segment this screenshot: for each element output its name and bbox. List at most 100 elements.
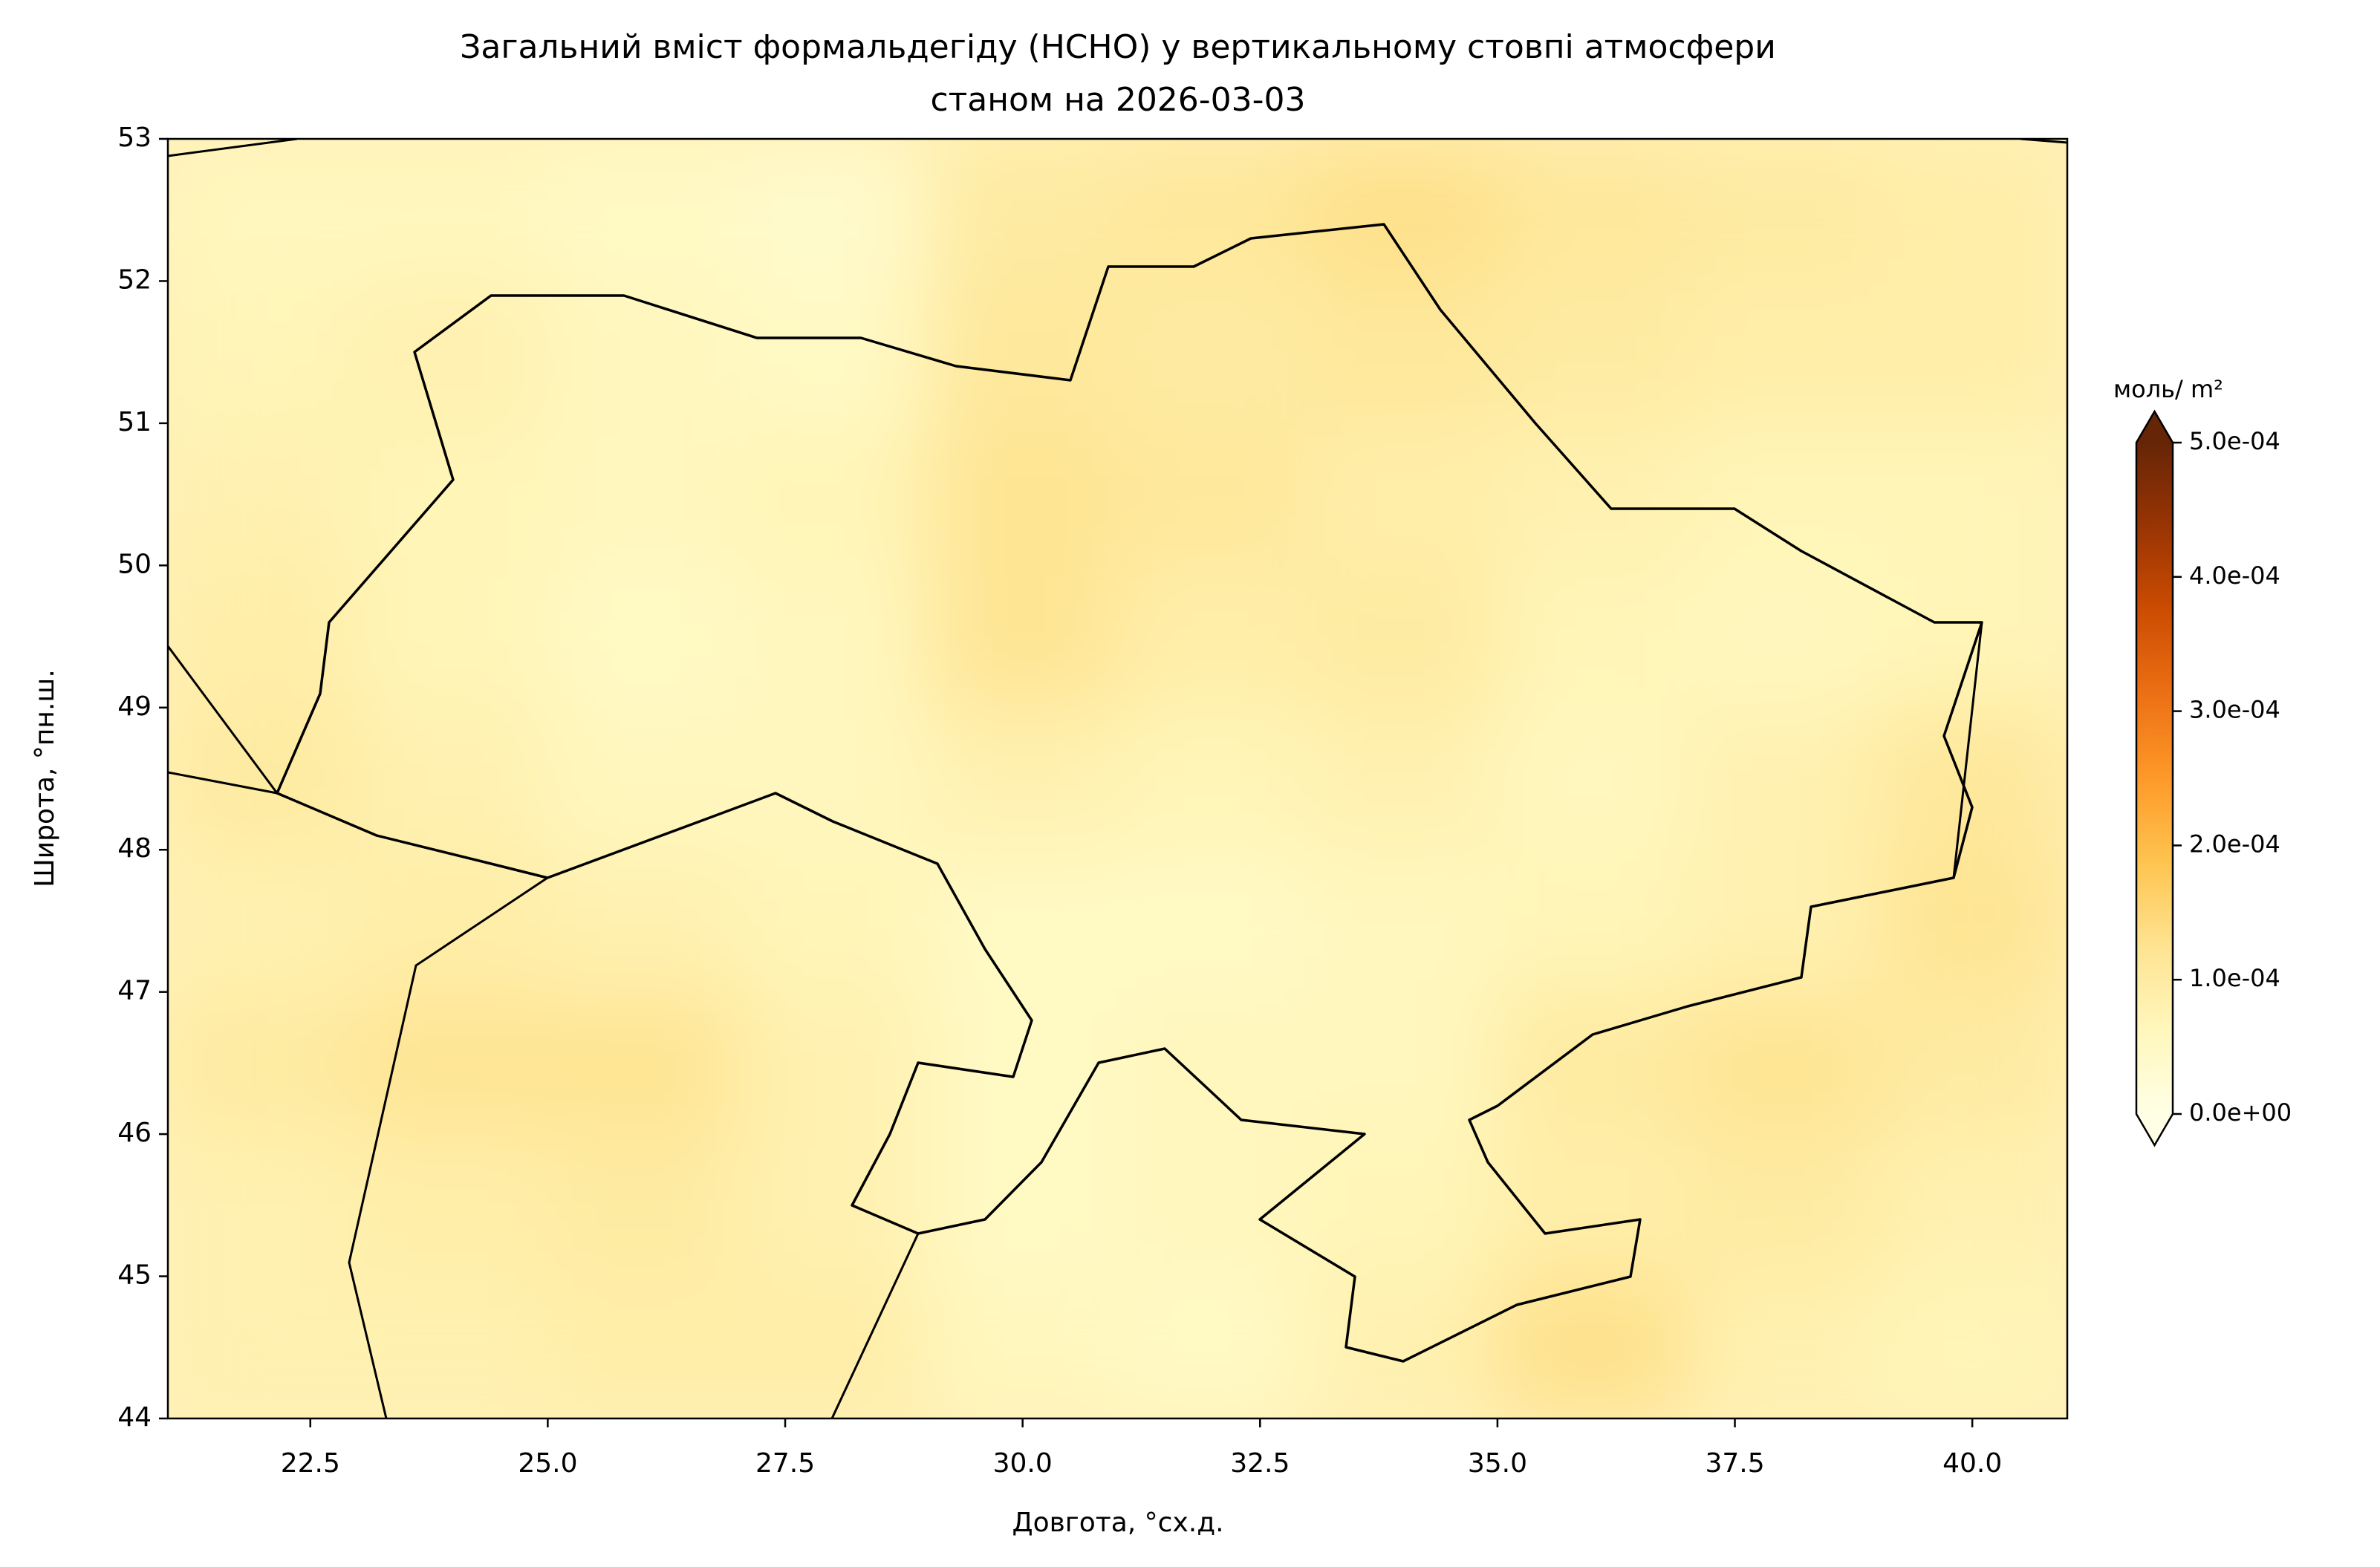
field-cell — [1686, 991, 1879, 1136]
field-cell — [357, 1275, 549, 1418]
field-cell — [1116, 1275, 1309, 1418]
field-cell — [1116, 991, 1309, 1136]
neighbor-border — [348, 876, 548, 1418]
field-cell — [1686, 1133, 1879, 1277]
y-tick-label: 51 — [117, 407, 152, 437]
colorbar-tick-label: 5.0e-04 — [2189, 427, 2280, 455]
field-cell — [1307, 1133, 1498, 1277]
y-tick-label: 49 — [117, 691, 152, 722]
field-cell — [1116, 1133, 1309, 1277]
colorbar-tick-label: 1.0e-04 — [2189, 964, 2280, 992]
neighbor-border — [830, 1233, 920, 1418]
field-cell — [547, 849, 739, 993]
y-tick-label: 46 — [117, 1118, 152, 1148]
colorbar-label: моль/ m² — [2113, 375, 2223, 403]
field-cell — [926, 280, 1119, 424]
chart-subtitle: станом на 2026-03-03 — [930, 81, 1305, 119]
x-tick-label: 32.5 — [1230, 1448, 1290, 1479]
field-cell — [357, 849, 549, 993]
y-axis-label: Широта, °пн.ш. — [30, 669, 60, 887]
x-tick-label: 30.0 — [993, 1448, 1053, 1479]
field-cell — [926, 139, 1119, 282]
field-cell — [1876, 564, 2067, 708]
field-cell — [1307, 422, 1498, 567]
field-cell — [1686, 849, 1879, 993]
field-cell — [926, 1133, 1119, 1277]
x-tick-label: 40.0 — [1942, 1448, 2002, 1479]
field-cell — [168, 1275, 359, 1418]
y-tick-label: 50 — [117, 549, 152, 579]
colorbar-tick-label: 0.0e+00 — [2189, 1098, 2292, 1127]
field-cell — [1496, 139, 1688, 282]
field-cell — [1686, 139, 1879, 282]
country-border — [276, 223, 1983, 1363]
field-cell — [168, 1133, 359, 1277]
field-cell — [547, 1133, 739, 1277]
field-cell — [1116, 139, 1309, 282]
field-cell — [1496, 991, 1688, 1136]
field-cell — [926, 1275, 1119, 1418]
y-tick-label: 47 — [117, 976, 152, 1006]
field — [168, 139, 2067, 1418]
field-cell — [1496, 422, 1688, 567]
field-cell — [926, 849, 1119, 993]
field-cell — [926, 706, 1119, 851]
colorbar-tick-label: 2.0e-04 — [2189, 830, 2280, 858]
field-cell — [1876, 706, 2067, 851]
field-cell — [1876, 422, 2067, 567]
field-cell — [1876, 280, 2067, 424]
field-cell — [1496, 1133, 1688, 1277]
y-tick-label: 53 — [117, 123, 152, 153]
field-cell — [1876, 1133, 2067, 1277]
field-cell — [357, 1133, 549, 1277]
field-cell — [547, 139, 739, 282]
colorbar-tick-label: 4.0e-04 — [2189, 561, 2280, 590]
field-cell — [1876, 991, 2067, 1136]
x-tick-label: 37.5 — [1705, 1448, 1764, 1479]
field-cell — [547, 706, 739, 851]
field-cell — [547, 991, 739, 1136]
colorbar-extend-max — [2136, 411, 2173, 443]
y-tick-label: 44 — [117, 1402, 152, 1433]
field-cell — [1496, 849, 1688, 993]
field-cell — [1307, 849, 1498, 993]
field-cell — [1686, 1275, 1879, 1418]
field-cell — [1307, 706, 1498, 851]
field-cell — [1116, 706, 1309, 851]
plot-frame — [166, 137, 2069, 1420]
chart-title: Загальний вміст формальдегіду (HCHO) у в… — [460, 28, 1776, 66]
field-cell — [1116, 422, 1309, 567]
field-cell — [737, 991, 929, 1136]
field-cell — [737, 1275, 929, 1418]
x-tick-label: 22.5 — [281, 1448, 340, 1479]
y-tick-label: 48 — [117, 833, 152, 864]
field-cell — [1686, 706, 1879, 851]
field-cell — [1116, 849, 1309, 993]
field-cell — [926, 991, 1119, 1136]
field-cell — [547, 564, 739, 708]
field-cell — [1876, 1275, 2067, 1418]
field-cell — [1307, 991, 1498, 1136]
field-cell — [357, 139, 549, 282]
map-area — [168, 139, 2067, 1418]
y-tick-label: 45 — [117, 1260, 152, 1291]
field-cell — [1116, 564, 1309, 708]
field-cell — [1686, 280, 1879, 424]
field-cell — [926, 422, 1119, 567]
x-tick-label: 25.0 — [518, 1448, 577, 1479]
neighbor-border — [168, 645, 280, 795]
field-cell — [1686, 564, 1879, 708]
field-cell — [737, 139, 929, 282]
field-cell — [737, 849, 929, 993]
field-cell — [168, 422, 359, 567]
field-cell — [1876, 139, 2067, 282]
field-cell — [168, 564, 359, 708]
field-cell — [168, 849, 359, 993]
field-cell — [737, 422, 929, 567]
colorbar-extend-min — [2136, 1114, 2173, 1145]
field-cell — [1496, 564, 1688, 708]
field-cell — [1496, 280, 1688, 424]
x-tick-label: 35.0 — [1468, 1448, 1527, 1479]
field-cell — [1876, 849, 2067, 993]
